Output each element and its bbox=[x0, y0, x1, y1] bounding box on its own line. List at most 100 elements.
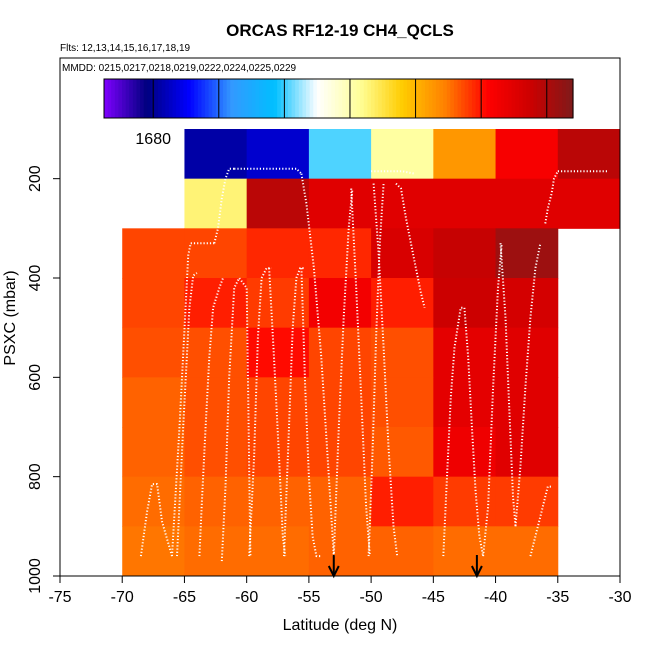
heatmap-cell bbox=[433, 526, 497, 577]
colorbar-swatch bbox=[122, 79, 127, 118]
colorbar-swatch bbox=[143, 79, 148, 118]
x-tick-label: -40 bbox=[484, 589, 507, 606]
x-axis: -75 -70 -65 -60 -55 -50 -45 -40 -35 -30 bbox=[48, 576, 632, 606]
colorbar-swatch bbox=[403, 79, 408, 118]
y-axis-label: PSXC (mbar) bbox=[2, 270, 19, 365]
colorbar-swatch bbox=[500, 79, 506, 118]
colorbar-swatch bbox=[186, 79, 192, 118]
colorbar-swatch bbox=[248, 79, 253, 118]
colorbar-swatch bbox=[114, 79, 120, 118]
colorbar-swatch bbox=[374, 79, 379, 118]
heatmap-cell bbox=[371, 526, 434, 577]
x-tick-label: -55 bbox=[297, 589, 320, 606]
colorbar-swatch bbox=[428, 79, 433, 118]
colorbar-swatch bbox=[226, 79, 231, 118]
flight-profile bbox=[300, 268, 322, 558]
heatmap-cell bbox=[246, 228, 310, 279]
colorbar-swatch bbox=[450, 79, 455, 118]
flight-profile bbox=[234, 167, 303, 175]
colorbar-tick-label: 1680 bbox=[135, 131, 171, 148]
heatmap-cell bbox=[557, 178, 621, 229]
heatmap-cell bbox=[495, 278, 559, 329]
colorbar-swatch bbox=[360, 79, 365, 118]
colorbar-swatch bbox=[490, 79, 495, 118]
colorbar-swatch bbox=[399, 79, 405, 118]
colorbar-swatch bbox=[266, 79, 271, 118]
colorbar-swatch bbox=[172, 79, 177, 118]
colorbar-swatch bbox=[320, 79, 325, 118]
flight-profile bbox=[529, 485, 552, 557]
colorbar-swatch bbox=[230, 79, 235, 118]
heatmap-cell bbox=[122, 377, 185, 428]
heatmap-cell bbox=[246, 476, 310, 527]
colorbar-swatch bbox=[385, 79, 390, 118]
colorbar-swatch bbox=[508, 79, 513, 118]
colorbar-swatch bbox=[526, 79, 531, 118]
heatmap-cell bbox=[308, 178, 372, 229]
colorbar-swatch bbox=[432, 79, 437, 118]
colorbar-swatch bbox=[407, 79, 412, 118]
colorbar-swatch bbox=[298, 79, 304, 118]
colorbar-swatch bbox=[269, 79, 275, 118]
colorbar-swatch bbox=[111, 79, 116, 118]
flight-profile bbox=[300, 173, 335, 557]
heatmap-cell bbox=[184, 327, 248, 378]
x-tick-label: -35 bbox=[546, 589, 569, 606]
flight-profile bbox=[171, 243, 192, 557]
colorbar-swatch bbox=[161, 79, 166, 118]
colorbar-swatch bbox=[194, 79, 199, 118]
colorbar-swatch bbox=[302, 79, 307, 118]
heatmap-cell bbox=[371, 228, 434, 279]
x-tick-label: -65 bbox=[173, 589, 196, 606]
heatmap-cell bbox=[308, 278, 372, 329]
plot-frame bbox=[59, 57, 621, 577]
heatmap-cell bbox=[495, 526, 559, 577]
flight-profile bbox=[213, 167, 235, 244]
heatmap-cell bbox=[433, 228, 497, 279]
colorbar-swatch bbox=[208, 79, 213, 118]
heatmap-cell bbox=[433, 327, 497, 378]
colorbar-swatch bbox=[158, 79, 163, 118]
colorbar-swatch bbox=[547, 79, 552, 118]
colorbar-swatch bbox=[259, 79, 264, 118]
flight-profile bbox=[176, 272, 198, 557]
heatmap-cell bbox=[371, 377, 434, 428]
heatmap-cell bbox=[184, 526, 248, 577]
x-tick-label: -30 bbox=[608, 589, 631, 606]
heatmap-cell bbox=[371, 427, 434, 478]
colorbar-swatch bbox=[410, 79, 415, 118]
heatmap-cell bbox=[433, 427, 497, 478]
colorbar-swatch bbox=[453, 79, 459, 118]
colorbar-swatch bbox=[562, 79, 567, 118]
colorbar-swatch bbox=[190, 79, 195, 118]
heatmap-cell bbox=[433, 129, 497, 180]
colorbar-swatch bbox=[136, 79, 141, 118]
heatmap-cell bbox=[184, 178, 248, 229]
colorbar-swatch bbox=[107, 79, 112, 118]
colorbar-swatch bbox=[132, 79, 138, 118]
colorbar-swatch bbox=[352, 79, 358, 118]
heatmap-cell bbox=[371, 278, 434, 329]
colorbar-swatch bbox=[396, 79, 401, 118]
flight-profile bbox=[350, 188, 371, 557]
colorbar-swatch bbox=[176, 79, 181, 118]
flight-profile bbox=[395, 182, 426, 309]
colorbar-swatch bbox=[327, 79, 332, 118]
heatmap-cell bbox=[122, 427, 185, 478]
colorbar-swatch bbox=[497, 79, 502, 118]
colorbar-swatch bbox=[518, 79, 524, 118]
colorbar-swatch bbox=[295, 79, 300, 118]
heatmap-cell bbox=[184, 278, 248, 329]
flight-profiles bbox=[139, 167, 608, 562]
heatmap-cell bbox=[308, 327, 372, 378]
colorbar-swatch bbox=[154, 79, 159, 118]
colorbar-swatch bbox=[425, 79, 430, 118]
heatmap-cell bbox=[371, 129, 434, 180]
flight-profile bbox=[283, 267, 304, 557]
colorbar-swatch bbox=[381, 79, 386, 118]
colorbar-swatch bbox=[244, 79, 249, 118]
colorbar-swatch bbox=[522, 79, 527, 118]
colorbar-swatch bbox=[331, 79, 336, 118]
heatmap-cell bbox=[495, 129, 559, 180]
